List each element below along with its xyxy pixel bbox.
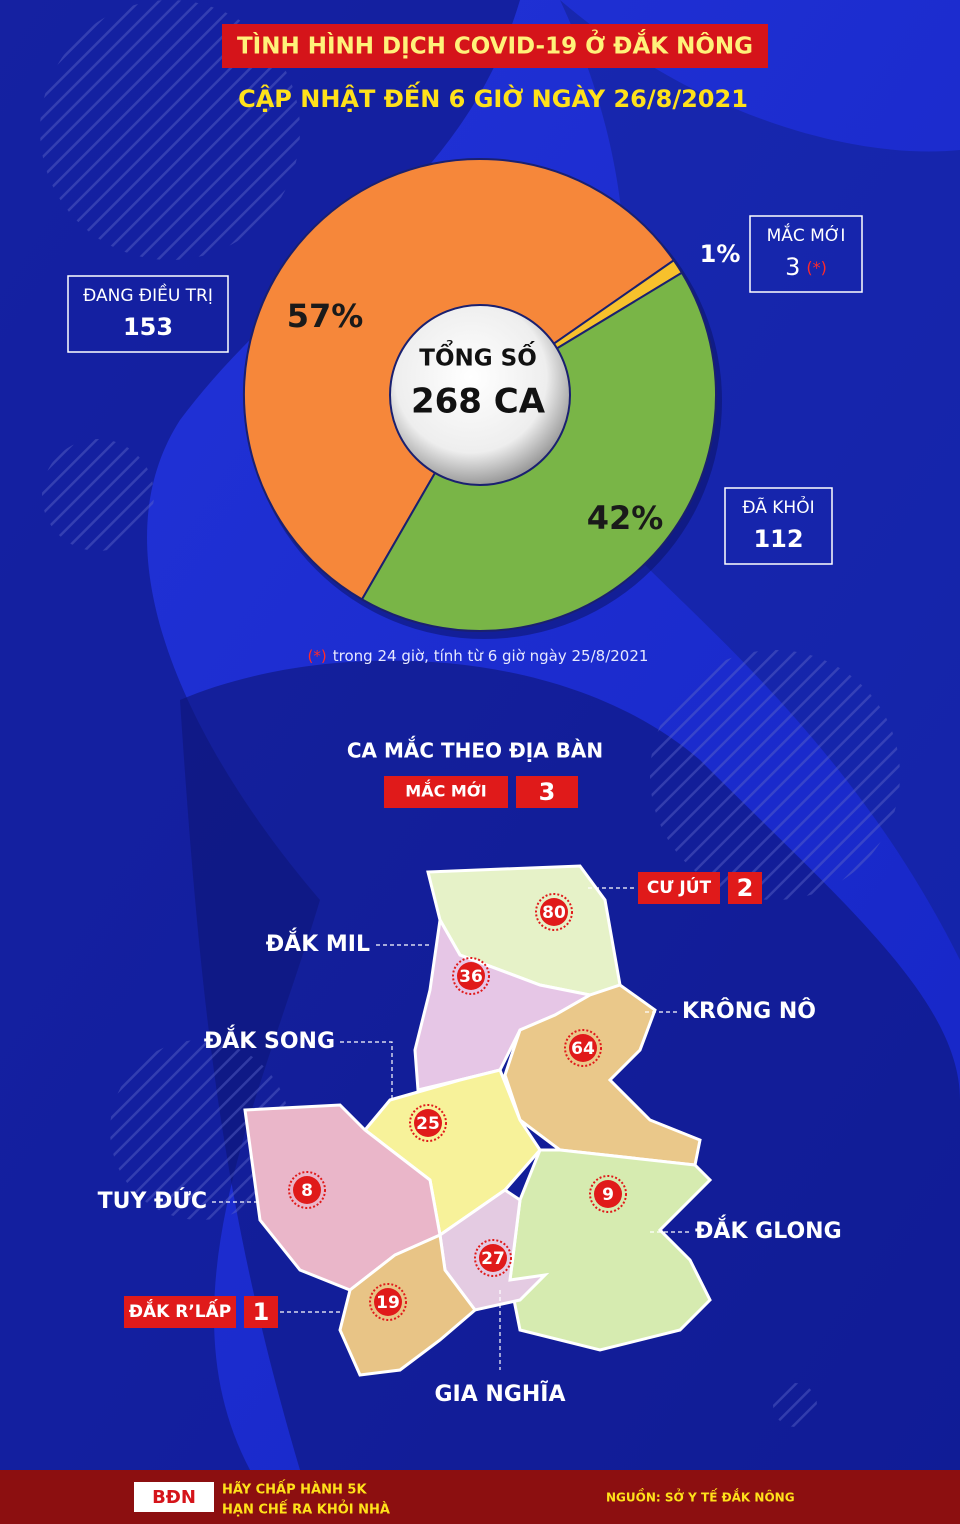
- center-label: TỔNG SỐ: [419, 340, 537, 372]
- district: [413, 915, 595, 1092]
- district-name: TUY ĐỨC: [98, 1188, 207, 1214]
- new-total-box: [516, 776, 578, 808]
- callout-label: MẮC MỚI: [767, 222, 846, 246]
- case-ring: [409, 1104, 447, 1142]
- new-label-box: [384, 776, 508, 808]
- case-disc: [479, 1244, 507, 1272]
- new-label: MẮC MỚI: [405, 780, 486, 801]
- callout-box: [67, 275, 229, 353]
- district-name: ĐẮK SONG: [204, 1025, 335, 1054]
- case-disc: [293, 1176, 321, 1204]
- district: [503, 983, 702, 1167]
- new-box: [244, 1296, 278, 1328]
- new-count: 1: [253, 1298, 270, 1326]
- case-count: 27: [481, 1249, 505, 1269]
- case-ring: [288, 1171, 326, 1209]
- case-ring: [369, 1283, 407, 1321]
- district: [508, 1148, 713, 1352]
- case-count: 19: [376, 1293, 400, 1313]
- deco-circle: [650, 650, 900, 900]
- deco-circle: [773, 1383, 817, 1427]
- district-name: CƯ JÚT: [647, 876, 712, 898]
- map-title: CA MẮC THEO ĐỊA BÀN: [347, 737, 603, 763]
- new-count: 2: [737, 874, 754, 902]
- footnote: (*) trong 24 giờ, tính từ 6 giờ ngày 25/8…: [308, 647, 649, 665]
- pie-chart: TỔNG SỐ 268 CA 57% ĐANG ĐIỀU TRỊ 153 1% MẮC MỚ…: [67, 158, 863, 639]
- district-name: ĐẮK MIL: [266, 928, 370, 957]
- value-label: 42%: [587, 499, 664, 537]
- logo: BĐN: [152, 1487, 196, 1508]
- case-ring: [535, 893, 573, 931]
- value-label: 57%: [287, 297, 364, 335]
- callout-label: ĐÃ KHỎI: [742, 495, 814, 518]
- case-disc: [374, 1288, 402, 1316]
- case-disc: [457, 962, 485, 990]
- center-disc: [389, 304, 571, 486]
- case-disc: [569, 1034, 597, 1062]
- source: NGUỒN: SỞ Y TẾ ĐẮK NÔNG: [606, 1488, 795, 1505]
- case-disc: [414, 1109, 442, 1137]
- district-name: ĐẮK R’LẤP: [129, 1298, 232, 1322]
- case-count: 9: [602, 1185, 614, 1205]
- callout-count: 153: [123, 313, 173, 341]
- callout-label: ĐANG ĐIỀU TRỊ: [83, 282, 213, 306]
- case-disc: [594, 1180, 622, 1208]
- case-ring: [564, 1029, 602, 1067]
- case-count: 25: [416, 1114, 440, 1134]
- case-ring: [452, 957, 490, 995]
- district-box: [124, 1296, 236, 1328]
- case-disc: [540, 898, 568, 926]
- slogan: HÃY CHẤP HÀNH 5K: [222, 1480, 367, 1498]
- count: 3: [785, 253, 800, 281]
- footnote-mark: (*): [806, 258, 826, 277]
- subtitle: CẬP NHẬT ĐẾN 6 GIỜ NGÀY 26/8/2021: [238, 80, 748, 113]
- case-count: 36: [459, 967, 483, 987]
- deco-circle: [42, 439, 154, 551]
- callout-count: 112: [753, 525, 803, 553]
- callout-count: 3 (*): [785, 253, 827, 281]
- district-name: KRÔNG NÔ: [682, 998, 816, 1024]
- callout-box: [749, 215, 863, 293]
- value-label: 1%: [700, 240, 741, 268]
- footnote-mark: (*): [308, 647, 327, 665]
- deco-circle: [110, 1040, 290, 1220]
- new-box: [728, 872, 762, 904]
- new-total: 3: [539, 778, 556, 806]
- district-box: [638, 872, 720, 904]
- leader-line: [340, 1041, 393, 1100]
- case-ring: [474, 1239, 512, 1277]
- center-value: 268 CA: [411, 382, 546, 422]
- district: [338, 1232, 478, 1377]
- slogan: HẠN CHẾ RA KHỎI NHÀ: [222, 1501, 390, 1518]
- callout-box: [724, 487, 833, 565]
- logo-box: [134, 1482, 214, 1512]
- title-box: [222, 24, 768, 68]
- district-name: ĐẮK GLONG: [695, 1215, 842, 1244]
- district-name: GIA NGHĨA: [434, 1381, 565, 1407]
- case-count: 64: [571, 1039, 595, 1059]
- district-map: 80 CƯ JÚT 2 36 ĐẮK MIL 64 KRÔNG NÔ 25 ĐẮK SONG 8 T…: [98, 864, 842, 1407]
- case-count: 80: [542, 903, 566, 923]
- count: 112: [753, 525, 803, 553]
- count: 153: [123, 313, 173, 341]
- case-count: 8: [301, 1181, 313, 1201]
- case-ring: [589, 1175, 627, 1213]
- footnote-text: trong 24 giờ, tính từ 6 giờ ngày 25/8/20…: [333, 647, 649, 665]
- title: TÌNH HÌNH DỊCH COVID-19 Ở ĐẮK NÔNG: [237, 29, 753, 60]
